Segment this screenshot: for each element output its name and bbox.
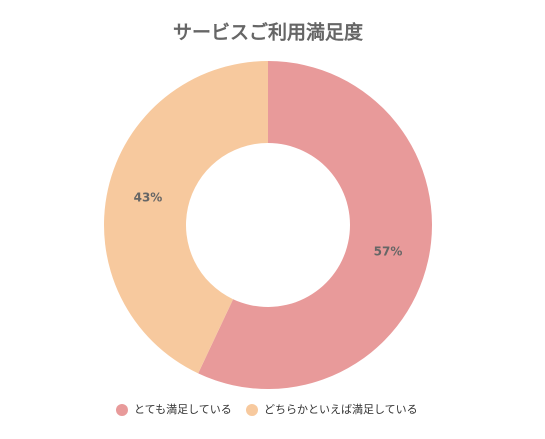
donut-slice — [103, 60, 269, 374]
legend-marker — [246, 404, 258, 416]
chart-title: サービスご利用満足度 — [173, 21, 364, 44]
value-label: 43% — [134, 191, 163, 205]
donut-slice — [198, 61, 432, 389]
value-label: 57% — [374, 244, 403, 258]
legend-label: とても満足している — [134, 403, 232, 416]
legend-marker — [116, 404, 128, 416]
legend-label: どちらかといえば満足している — [264, 403, 418, 416]
